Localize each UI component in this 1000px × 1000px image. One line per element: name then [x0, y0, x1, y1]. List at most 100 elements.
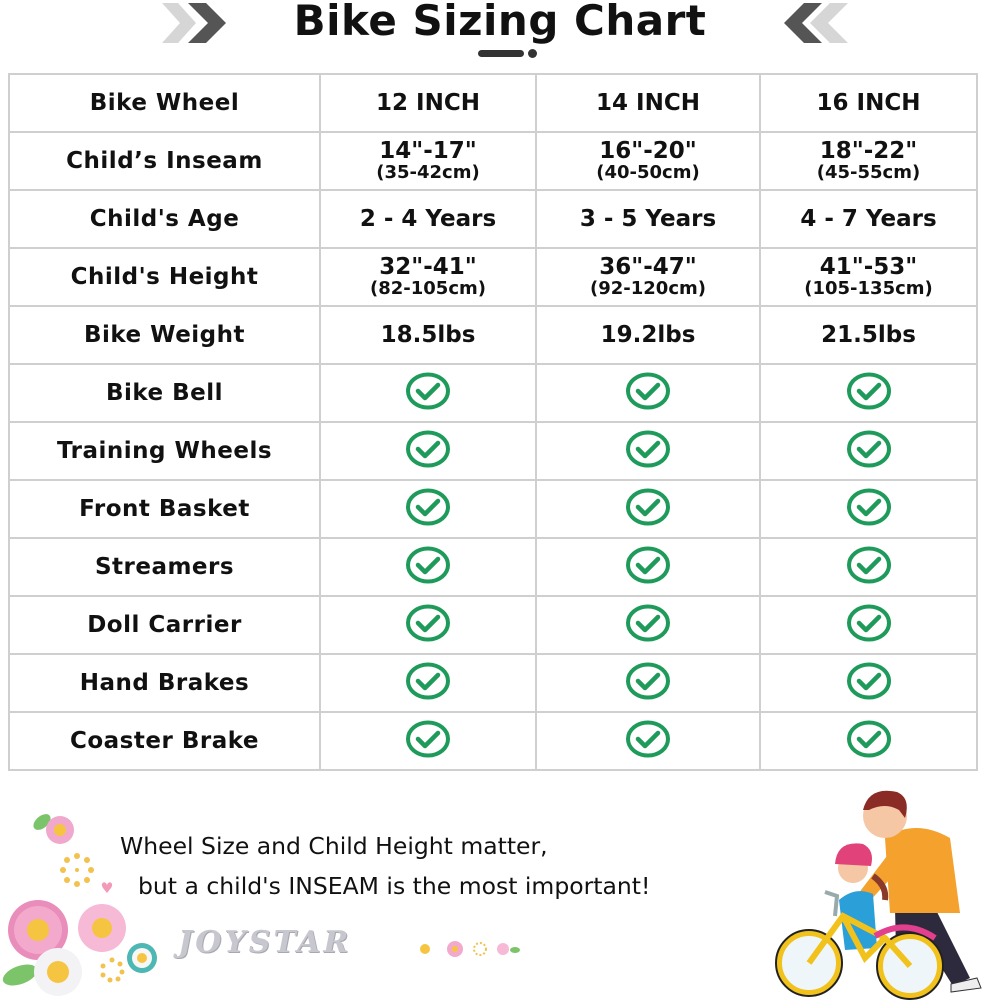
table-row: Bike Bell — [8, 363, 978, 423]
table-cell — [759, 653, 978, 713]
cell-value: 3 - 5 Years — [579, 206, 717, 232]
table-cell — [319, 363, 537, 423]
table-cell: 14"-17" (35-42cm) — [319, 131, 537, 191]
check-circle-icon — [406, 546, 450, 583]
check-circle-icon — [406, 604, 450, 641]
table-cell: 36"-47" (92-120cm) — [535, 247, 761, 307]
cell-value: 2 - 4 Years — [359, 206, 497, 232]
table-cell — [759, 479, 978, 539]
table-row: Front Basket — [8, 479, 978, 539]
footer-line-1: Wheel Size and Child Height matter, — [120, 832, 548, 860]
table-cell: 16"-20" (40-50cm) — [535, 131, 761, 191]
table-cell — [759, 363, 978, 423]
column-header: 16 INCH — [759, 73, 978, 133]
table-cell — [535, 421, 761, 481]
table-cell — [759, 595, 978, 655]
cell-metric-value: (92-120cm) — [590, 278, 706, 299]
check-circle-icon — [406, 720, 450, 757]
table-cell: 32"-41" (82-105cm) — [319, 247, 537, 307]
cell-value: 21.5lbs — [821, 322, 916, 348]
table-cell: 3 - 5 Years — [535, 189, 761, 249]
table-row: Streamers — [8, 537, 978, 597]
table-cell — [535, 537, 761, 597]
table-cell: 2 - 4 Years — [319, 189, 537, 249]
table-cell — [319, 711, 537, 771]
table-cell — [535, 363, 761, 423]
table-row: Child’s Inseam 14"-17" (35-42cm) 16"-20" (40… — [8, 131, 978, 191]
sizing-table: Bike Wheel 12 INCH 14 INCH 16 INCH Child… — [8, 73, 978, 771]
cell-value: 18"-22" — [819, 138, 918, 164]
cell-value: 14"-17" — [379, 138, 477, 164]
row-label: Child's Age — [8, 189, 321, 249]
table-cell — [535, 711, 761, 771]
table-row: Doll Carrier — [8, 595, 978, 655]
table-row: Coaster Brake — [8, 711, 978, 771]
table-cell — [319, 653, 537, 713]
table-cell: 21.5lbs — [759, 305, 978, 365]
check-circle-icon — [626, 372, 670, 409]
cell-value: 4 - 7 Years — [800, 206, 937, 232]
cell-value: 36"-47" — [599, 254, 697, 280]
table-row: Child's Age 2 - 4 Years 3 - 5 Years 4 - 7 Y… — [8, 189, 978, 249]
footer-message: Wheel Size and Child Height matter, but … — [120, 826, 650, 906]
table-cell: 4 - 7 Years — [759, 189, 978, 249]
check-circle-icon — [846, 430, 891, 467]
check-circle-icon — [846, 720, 891, 757]
column-header: Bike Wheel — [8, 73, 321, 133]
parent-teaching-child-bike-illustration — [775, 790, 982, 1000]
check-circle-icon — [846, 662, 891, 699]
header: Bike Sizing Chart — [0, 0, 1000, 70]
row-label: Training Wheels — [8, 421, 321, 481]
table-cell — [759, 537, 978, 597]
table-cell — [535, 479, 761, 539]
table-header-row: Bike Wheel 12 INCH 14 INCH 16 INCH — [8, 73, 978, 133]
check-circle-icon — [626, 546, 670, 583]
cell-metric-value: (35-42cm) — [376, 162, 480, 183]
double-chevron-right-icon — [162, 3, 226, 43]
row-label: Bike Bell — [8, 363, 321, 423]
cell-metric-value: (45-55cm) — [816, 162, 921, 183]
table-row: Child's Height 32"-41" (82-105cm) 36"-47" (9… — [8, 247, 978, 307]
row-label: Doll Carrier — [8, 595, 321, 655]
row-label: Child's Height — [8, 247, 321, 307]
cell-metric-value: (105-135cm) — [804, 278, 933, 299]
check-circle-icon — [846, 488, 891, 525]
table-cell: 18"-22" (45-55cm) — [759, 131, 978, 191]
double-chevron-left-icon — [784, 3, 848, 43]
table-row: Training Wheels — [8, 421, 978, 481]
check-circle-icon — [406, 488, 450, 525]
check-circle-icon — [406, 662, 450, 699]
table-cell — [319, 595, 537, 655]
flower-strip-icon — [420, 941, 520, 957]
table-cell: 18.5lbs — [319, 305, 537, 365]
check-circle-icon — [626, 430, 670, 467]
title-underline-dot — [528, 49, 537, 58]
title-underline-bar — [478, 50, 524, 57]
table-row: Hand Brakes — [8, 653, 978, 713]
table-cell — [319, 421, 537, 481]
check-circle-icon — [626, 720, 670, 757]
table-cell — [535, 653, 761, 713]
check-circle-icon — [626, 662, 670, 699]
table-cell — [759, 421, 978, 481]
row-label: Child’s Inseam — [8, 131, 321, 191]
check-circle-icon — [626, 488, 670, 525]
table-cell — [535, 595, 761, 655]
cell-value: 19.2lbs — [600, 322, 696, 348]
check-circle-icon — [846, 546, 891, 583]
table-cell: 19.2lbs — [535, 305, 761, 365]
row-label: Streamers — [8, 537, 321, 597]
table-cell — [319, 479, 537, 539]
cell-metric-value: (82-105cm) — [370, 278, 486, 299]
footer-line-2: but a child's INSEAM is the most importa… — [138, 872, 651, 900]
cell-value: 32"-41" — [379, 254, 477, 280]
flower-decoration-icon — [2, 814, 157, 996]
table-cell — [759, 711, 978, 771]
check-circle-icon — [406, 372, 450, 409]
check-circle-icon — [846, 372, 891, 409]
table-cell: 41"-53" (105-135cm) — [759, 247, 978, 307]
cell-value: 18.5lbs — [380, 322, 476, 348]
row-label: Hand Brakes — [8, 653, 321, 713]
column-header: 14 INCH — [535, 73, 761, 133]
row-label: Bike Weight — [8, 305, 321, 365]
